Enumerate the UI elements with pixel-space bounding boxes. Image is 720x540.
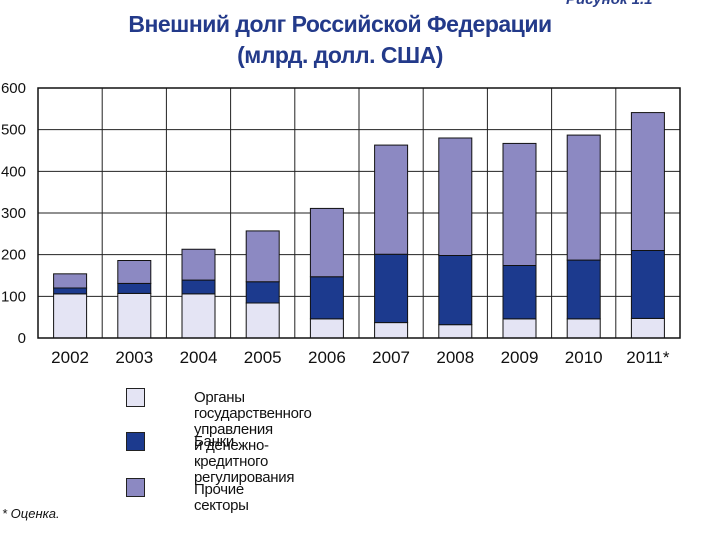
plot-frame xyxy=(37,87,681,339)
bar-segment-2005-s0 xyxy=(245,302,280,339)
legend-swatch-banks xyxy=(126,432,145,451)
bar-segment-2002-s2 xyxy=(53,273,88,289)
chart-title: Внешний долг Российской Федерации (млрд.… xyxy=(60,9,620,71)
x-tick-label: 2011* xyxy=(626,348,670,367)
bar-segment-2009-s1 xyxy=(502,265,537,320)
bar-segment-2009-s2 xyxy=(502,142,537,267)
legend-label-government: Органы государственного управления и ден… xyxy=(194,389,312,486)
y-tick-label: 200 xyxy=(1,247,26,264)
legend-label-banks: Банки xyxy=(194,433,234,450)
footnote: * Оценка. xyxy=(2,506,60,521)
bar-segment-2005-s1 xyxy=(245,281,280,304)
bar-segment-2010-s1 xyxy=(566,259,601,320)
y-tick-label: 600 xyxy=(1,80,26,97)
x-tick-label: 2004 xyxy=(180,348,218,367)
y-tick-label: 500 xyxy=(1,122,26,139)
bar-segment-2003-s2 xyxy=(117,260,152,284)
y-tick-label: 300 xyxy=(1,205,26,222)
bar-segment-2007-s1 xyxy=(374,253,409,324)
bar-segment-2011-s2 xyxy=(630,112,665,252)
y-tick-label: 100 xyxy=(1,288,26,305)
bar-segment-2003-s1 xyxy=(117,282,152,294)
x-tick-label: 2002 xyxy=(51,348,89,367)
stacked-bar-chart: 0 100 200 300 400 500 600 2002 2003 2004 2005 2006 2… xyxy=(1,80,681,367)
x-tick-label: 2003 xyxy=(115,348,153,367)
chart-title-main: Внешний долг Российской Федерации xyxy=(128,11,552,37)
legend-swatch-other xyxy=(126,478,145,497)
bar-segment-2004-s0 xyxy=(181,293,216,339)
bar-segment-2005-s2 xyxy=(245,230,280,283)
bar-segment-2002-s0 xyxy=(53,293,88,339)
labels-layer: 0 100 200 300 400 500 600 2002 2003 2004 2005 2006 2… xyxy=(1,80,670,367)
x-tick-label: 2005 xyxy=(244,348,282,367)
y-tick-label: 400 xyxy=(1,163,26,180)
chart-subtitle: (млрд. долл. США) xyxy=(237,42,443,68)
bar-segment-2010-s2 xyxy=(566,134,601,261)
axis-layer xyxy=(37,87,681,339)
bar-segment-2011-s0 xyxy=(630,317,665,339)
bar-segment-2006-s2 xyxy=(309,207,344,278)
bar-segment-2008-s1 xyxy=(438,255,473,326)
bar-segment-2009-s0 xyxy=(502,318,537,339)
legend-label-other: Прочие секторы xyxy=(194,481,249,514)
x-tick-label: 2006 xyxy=(308,348,346,367)
bar-segment-2007-s0 xyxy=(374,322,409,339)
bar-segment-2008-s0 xyxy=(438,324,473,339)
bar-segment-2006-s0 xyxy=(309,318,344,339)
bar-segment-2003-s0 xyxy=(117,292,152,339)
figure-number-note: Рисунок 1.1 xyxy=(566,0,653,8)
legend-swatch-government xyxy=(126,388,145,407)
x-tick-label: 2009 xyxy=(501,348,539,367)
x-tick-label: 2008 xyxy=(436,348,474,367)
bars-layer xyxy=(53,112,665,339)
bar-segment-2004-s1 xyxy=(181,279,216,295)
bar-segment-2006-s1 xyxy=(309,276,344,320)
bar-segment-2008-s2 xyxy=(438,137,473,256)
bar-segment-2007-s2 xyxy=(374,144,409,255)
bar-segment-2010-s0 xyxy=(566,318,601,339)
bar-segment-2011-s1 xyxy=(630,250,665,319)
x-tick-label: 2007 xyxy=(372,348,410,367)
bar-segment-2002-s1 xyxy=(53,287,88,295)
y-tick-label: 0 xyxy=(18,330,26,347)
x-tick-label: 2010 xyxy=(565,348,603,367)
bar-segment-2004-s2 xyxy=(181,248,216,281)
